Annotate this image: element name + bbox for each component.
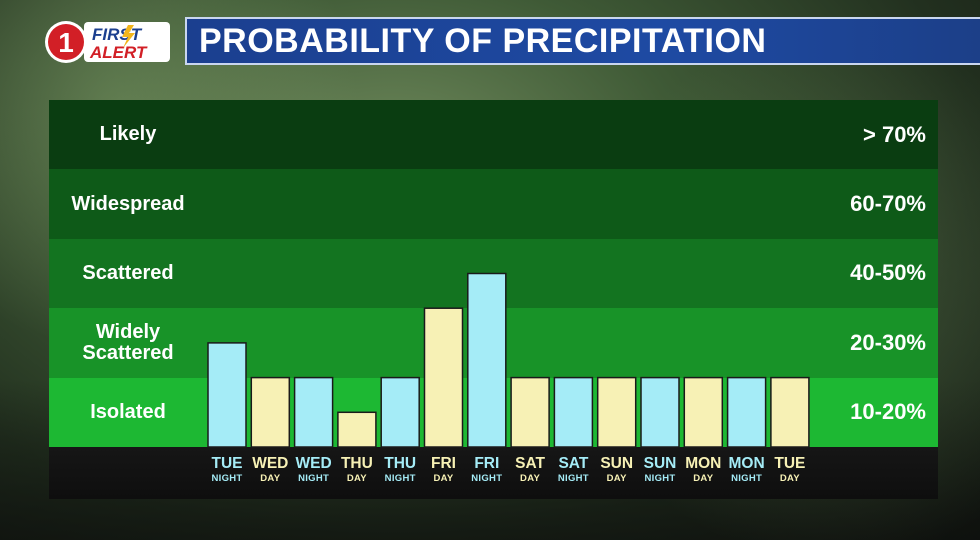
bar-mon-day [683,376,724,448]
band-label: Isolated [90,400,166,423]
x-tick-day: FRI [431,455,456,472]
x-tick-day: SUN [643,455,677,472]
x-tick-day: FRI [474,455,500,472]
x-tick-period: NIGHT [557,473,589,484]
x-axis-strip [49,447,938,499]
x-tick-label: SUN DAY [595,455,639,485]
chart-title: PROBABILITY OF PRECIPITATION [199,22,767,60]
bar-tue-night [207,342,247,448]
bars-layer [207,272,810,448]
band-label: Widespread [71,192,185,215]
x-tick-day: SAT [558,455,589,472]
band-likely: Likely > 70% [49,100,938,170]
x-tick-label: FRI NIGHT [465,455,509,485]
svg-text:1: 1 [58,27,74,58]
bar-sun-day [596,376,637,448]
bar-wed-day [250,376,291,448]
x-tick-day: SAT [515,455,546,472]
probability-bands: Likely > 70% Widespread 60-70% Scattered 40-5… [49,100,938,447]
x-tick-day: TUE [774,455,806,472]
x-tick-period: DAY [693,473,714,484]
bar-sat-day [510,376,550,448]
x-tick-period: NIGHT [211,473,243,484]
x-tick-period: DAY [779,473,800,484]
bar-sat-night [553,376,594,448]
x-tick-day: MON [728,455,765,472]
band-range-label: 60-70% [850,191,926,217]
bar-mon-night [726,376,767,448]
chart-panel: Likely > 70% Widespread 60-70% Scattered 40-5… [49,100,938,499]
svg-text:FIRST: FIRST [92,25,143,44]
title-bar: PROBABILITY OF PRECIPITATION [185,17,980,65]
x-tick-label: SUN NIGHT [638,455,682,485]
svg-text:ALERT: ALERT [89,43,148,62]
x-tick-label: WED DAY [248,455,292,485]
band-widespread: Widespread 60-70% [49,169,938,239]
band-range-label: 40-50% [850,260,926,286]
x-tick-period: DAY [260,473,281,484]
x-tick-day: MON [685,455,722,472]
bar-fri-day [423,307,464,448]
x-tick-label: SAT NIGHT [551,455,595,485]
first-alert-logo: 1 FIRST ALERT [45,21,170,63]
x-tick-label: MON DAY [681,455,725,485]
x-tick-label: THU NIGHT [378,455,422,485]
x-tick-period: DAY [433,473,454,484]
x-tick-period: NIGHT [471,473,503,484]
x-tick-period: NIGHT [298,473,330,484]
x-tick-day: THU [340,455,373,472]
band-label: Likely [99,123,157,146]
x-tick-day: WED [252,455,289,472]
band-range-label: > 70% [863,121,926,147]
bar-fri-night [467,272,507,448]
band-range-label: 10-20% [850,399,926,425]
x-tick-label: FRI DAY [422,455,466,485]
x-tick-day: TUE [211,455,243,472]
x-tick-period: NIGHT [644,473,676,484]
x-tick-label: SAT DAY [508,455,552,485]
band-range-label: 20-30% [850,329,926,355]
x-tick-period: DAY [606,473,627,484]
x-tick-period: NIGHT [384,473,416,484]
x-tick-label: TUE NIGHT [205,455,249,485]
bar-wed-night [293,376,334,448]
x-tick-period: NIGHT [731,473,763,484]
x-tick-day: SUN [600,455,634,472]
band-label: Widely Scattered [82,320,174,364]
x-tick-period: DAY [520,473,541,484]
x-tick-period: DAY [346,473,367,484]
x-tick-label: THU DAY [335,455,379,485]
x-tick-day: WED [295,455,332,472]
x-tick-label: MON NIGHT [725,455,769,485]
x-tick-day: THU [384,455,417,472]
bar-thu-day [337,411,377,448]
bar-tue-day [770,376,810,448]
band-label: Scattered [82,261,174,284]
x-tick-label: WED NIGHT [292,455,336,485]
bar-thu-night [380,376,420,448]
bar-sun-night [640,376,680,448]
x-tick-label: TUE DAY [768,455,812,485]
